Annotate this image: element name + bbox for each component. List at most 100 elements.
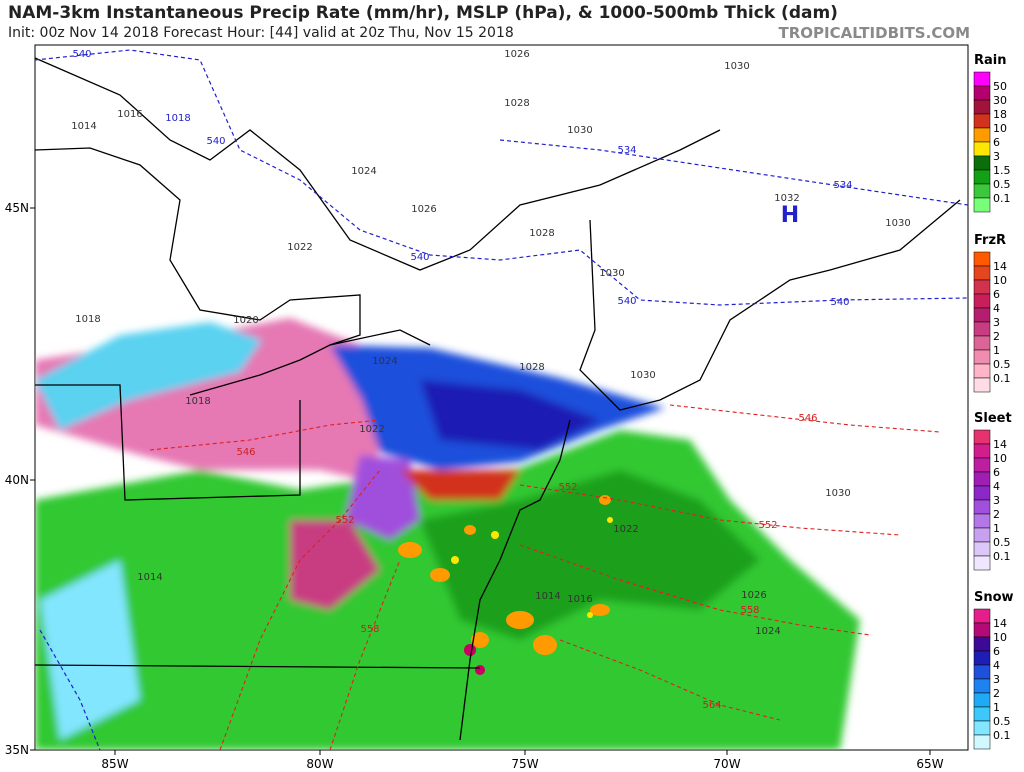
- colorbar-swatch: [973, 183, 991, 199]
- contour-label: 1024: [755, 626, 780, 637]
- contour-label: 540: [72, 49, 91, 60]
- colorbar-label: 0.1: [993, 729, 1011, 742]
- contour-label: 1022: [613, 524, 638, 535]
- colorbar-swatch: [973, 71, 991, 87]
- contour-label: 1030: [630, 370, 655, 381]
- colorbar-swatch: [973, 127, 991, 143]
- colorbar-swatch: [973, 692, 991, 708]
- contour-label: 1024: [351, 166, 376, 177]
- colorbar-swatch: [973, 321, 991, 337]
- contour-label: 1028: [504, 98, 529, 109]
- contour-label: 1026: [741, 590, 766, 601]
- colorbar-swatch: [973, 664, 991, 680]
- colorbar-swatch: [973, 720, 991, 736]
- contour-label: 1018: [185, 396, 210, 407]
- colorbar-label: 4: [993, 480, 1000, 493]
- colorbar-label: 0.1: [993, 192, 1011, 205]
- colorbar-label: 0.5: [993, 536, 1011, 549]
- colorbar-swatch: [973, 541, 991, 557]
- lat-label: 40N: [5, 473, 29, 487]
- colorbar-swatch: [973, 85, 991, 101]
- colorbar-label: 18: [993, 108, 1007, 121]
- contour-label: 552: [758, 520, 777, 531]
- colorbar-label: 50: [993, 80, 1007, 93]
- contour-label: 540: [830, 297, 849, 308]
- colorbar-swatch: [973, 155, 991, 171]
- colorbar-label: 10: [993, 631, 1007, 644]
- contour-label: 1030: [567, 125, 592, 136]
- colorbar-swatch: [973, 499, 991, 515]
- contour-label: 540: [206, 136, 225, 147]
- colorbar-label: 3: [993, 150, 1000, 163]
- contour-label: 1020: [233, 315, 258, 326]
- colorbar-swatch: [973, 706, 991, 722]
- colorbar-label: 6: [993, 136, 1000, 149]
- colorbar-swatch: [973, 636, 991, 652]
- colorbar-label: 14: [993, 617, 1007, 630]
- colorbar-swatch: [973, 279, 991, 295]
- colorbar-label: 1: [993, 701, 1000, 714]
- colorbar-swatch: [973, 265, 991, 281]
- colorbar-swatch: [973, 349, 991, 365]
- contour-label: 1014: [535, 591, 560, 602]
- contour-label: 1016: [117, 109, 142, 120]
- colorbar-label: 6: [993, 288, 1000, 301]
- contour-label: 1026: [504, 49, 529, 60]
- colorbar-swatch: [973, 141, 991, 157]
- contour-label: 534: [833, 180, 852, 191]
- colorbar-swatch: [973, 650, 991, 666]
- contour-label: 1030: [885, 218, 910, 229]
- contour-label: 552: [335, 515, 354, 526]
- watermark: TROPICALTIDBITS.COM: [778, 24, 971, 42]
- colorbar-swatch: [973, 293, 991, 309]
- contour-label: 1030: [825, 488, 850, 499]
- contour-label: 546: [236, 447, 255, 458]
- colorbar-swatch: [973, 113, 991, 129]
- colorbar-label: 0.5: [993, 715, 1011, 728]
- colorbar-swatch: [973, 527, 991, 543]
- contour-label: 540: [617, 296, 636, 307]
- colorbar-label: 6: [993, 466, 1000, 479]
- legend-title: Snow: [974, 590, 1014, 605]
- colorbar-label: 3: [993, 494, 1000, 507]
- colorbar-swatch: [973, 197, 991, 213]
- contour-label: 1022: [287, 242, 312, 253]
- colorbar-label: 4: [993, 302, 1000, 315]
- contour-label: 1030: [724, 61, 749, 72]
- colorbar-swatch: [973, 169, 991, 185]
- colorbar-label: 14: [993, 438, 1007, 451]
- colorbar-label: 0.5: [993, 178, 1011, 191]
- colorbar-swatch: [973, 443, 991, 459]
- contour-label: 1026: [411, 204, 436, 215]
- colorbar-swatch: [973, 734, 991, 750]
- contour-label: 1022: [359, 424, 384, 435]
- colorbar-swatch: [973, 363, 991, 379]
- colorbar-swatch: [973, 251, 991, 267]
- colorbar-swatch: [973, 608, 991, 624]
- colorbar-swatch: [973, 513, 991, 529]
- colorbar-swatch: [973, 678, 991, 694]
- contour-label: 552: [558, 482, 577, 493]
- colorbar-label: 3: [993, 673, 1000, 686]
- colorbar-swatch: [973, 377, 991, 393]
- lat-label: 45N: [5, 201, 29, 215]
- colorbar-swatch: [973, 471, 991, 487]
- colorbar-label: 0.1: [993, 372, 1011, 385]
- map-title: NAM-3km Instantaneous Precip Rate (mm/hr…: [8, 3, 838, 23]
- contour-label: 1028: [519, 362, 544, 373]
- contour-label: 1014: [71, 121, 96, 132]
- contour-label: 546: [798, 413, 817, 424]
- lon-label: 80W: [306, 757, 333, 771]
- colorbar-label: 3: [993, 316, 1000, 329]
- legend-title: Sleet: [974, 411, 1012, 426]
- contour-label: 540: [410, 252, 429, 263]
- contour-label: 534: [617, 145, 636, 156]
- colorbar-label: 30: [993, 94, 1007, 107]
- colorbar-label: 0.5: [993, 358, 1011, 371]
- colorbar-label: 2: [993, 687, 1000, 700]
- contour-label: 564: [702, 700, 721, 711]
- legend-title: FrzR: [974, 233, 1006, 248]
- contour-label: 1018: [75, 314, 100, 325]
- colorbar-swatch: [973, 457, 991, 473]
